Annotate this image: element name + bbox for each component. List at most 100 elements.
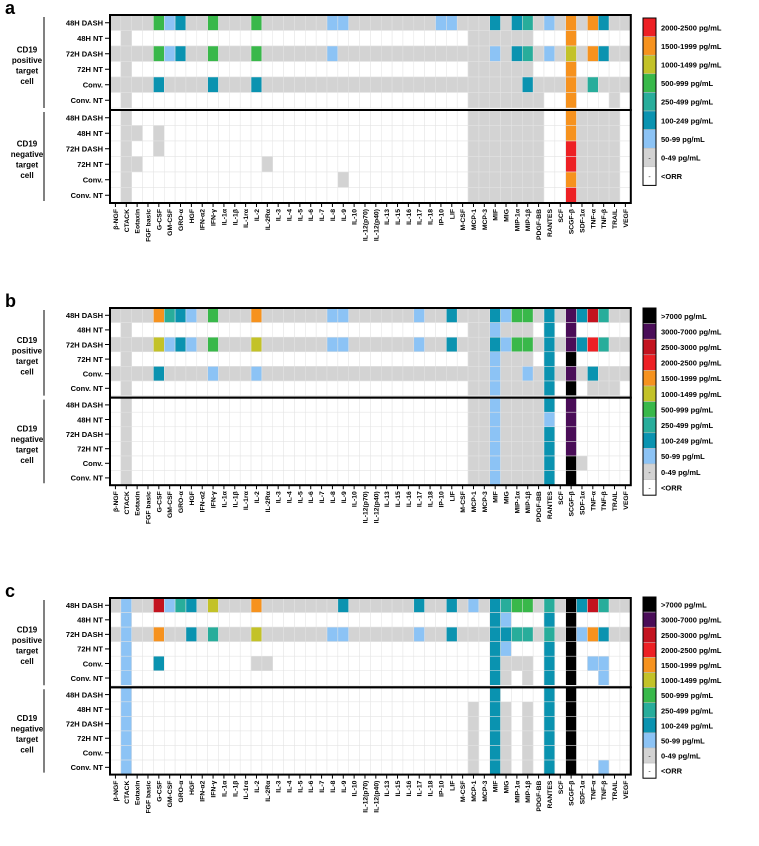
heatmap-cell xyxy=(164,730,176,746)
heatmap-cell xyxy=(120,701,132,717)
heatmap-cell xyxy=(554,187,566,204)
heatmap-cell xyxy=(153,125,165,142)
heatmap-cell xyxy=(164,187,176,204)
heatmap-cell xyxy=(391,641,404,657)
heatmap-cell xyxy=(359,597,371,613)
heatmap-cell xyxy=(153,716,165,732)
column-label: G-CSF xyxy=(156,491,163,512)
legend-swatch xyxy=(642,370,657,387)
heatmap-cell xyxy=(608,441,621,457)
heatmap-cell xyxy=(359,716,371,732)
heatmap-cell xyxy=(337,716,349,732)
heatmap-cell xyxy=(305,351,317,367)
heatmap-cell xyxy=(196,470,208,486)
heatmap-cell xyxy=(131,125,143,142)
heatmap-cell xyxy=(153,441,165,457)
heatmap-cell xyxy=(315,745,328,761)
heatmap-cell xyxy=(120,716,132,732)
heatmap-cell xyxy=(142,759,154,775)
heatmap-cell xyxy=(608,411,621,428)
heatmap-cell xyxy=(272,366,284,382)
heatmap-cell xyxy=(467,759,480,775)
heatmap-cell xyxy=(283,336,295,353)
heatmap-cell xyxy=(326,187,339,204)
heatmap-cell xyxy=(185,187,198,204)
heatmap-cell xyxy=(294,366,306,382)
heatmap-cell xyxy=(337,171,349,188)
heatmap-cell xyxy=(250,397,263,413)
heatmap-cell xyxy=(456,92,469,109)
heatmap-cell xyxy=(174,687,187,703)
heatmap-cell xyxy=(543,14,556,31)
heatmap-cell xyxy=(250,426,263,442)
legend-label: >7000 pg/mL xyxy=(661,312,707,321)
legend-swatch xyxy=(642,732,657,749)
heatmap-cell xyxy=(511,426,523,442)
heatmap-cell xyxy=(294,140,306,157)
heatmap-cell xyxy=(554,61,566,78)
heatmap-cell xyxy=(142,366,154,382)
heatmap-cell xyxy=(391,125,404,142)
heatmap-cell xyxy=(587,156,599,173)
group-label-positive: positive xyxy=(12,346,43,355)
heatmap-cell xyxy=(522,14,534,31)
heatmap-cell xyxy=(478,171,490,188)
row-label: 72H DASH xyxy=(66,430,103,439)
heatmap-cell xyxy=(467,30,480,47)
heatmap-cell xyxy=(294,655,306,672)
heatmap-cell xyxy=(153,336,165,353)
heatmap-cell xyxy=(435,322,447,338)
heatmap-cell xyxy=(326,455,339,471)
heatmap-cell xyxy=(261,61,273,78)
heatmap-cell xyxy=(153,411,165,428)
heatmap-cell xyxy=(565,61,577,78)
heatmap-cell xyxy=(543,730,556,746)
heatmap-cell xyxy=(511,61,523,78)
heatmap-cell xyxy=(489,125,501,142)
heatmap-cell xyxy=(532,759,545,775)
heatmap-cell xyxy=(315,336,328,353)
group-label-negative: negative xyxy=(11,435,44,444)
heatmap-cell xyxy=(587,322,599,338)
column-label: HGF xyxy=(189,491,196,505)
column-label: β-NGF xyxy=(113,781,120,802)
heatmap-cell xyxy=(435,140,447,157)
heatmap-cell xyxy=(456,626,469,642)
heatmap-cell xyxy=(174,655,187,672)
heatmap-cell xyxy=(153,307,165,323)
heatmap-cell xyxy=(305,670,317,686)
heatmap-cell xyxy=(467,45,480,62)
heatmap-cell xyxy=(196,336,208,353)
column-label: IL-15 xyxy=(395,209,402,225)
heatmap-cell xyxy=(500,45,512,62)
column-label: Eotaxin xyxy=(135,209,142,234)
heatmap-cell xyxy=(446,307,458,323)
heatmap-cell xyxy=(120,745,132,761)
heatmap-cell xyxy=(522,61,534,78)
heatmap-cell xyxy=(554,716,566,732)
heatmap-cell xyxy=(272,411,284,428)
heatmap-cell xyxy=(381,716,393,732)
heatmap-cell xyxy=(467,470,480,486)
heatmap-cell xyxy=(142,455,154,471)
column-label: MIG xyxy=(504,491,511,504)
heatmap-cell xyxy=(565,597,577,613)
heatmap-cell xyxy=(305,397,317,413)
heatmap-cell xyxy=(370,351,382,367)
heatmap-cell xyxy=(598,670,610,686)
heatmap-cell xyxy=(456,455,469,471)
heatmap-cell xyxy=(478,455,490,471)
heatmap-cell xyxy=(565,745,577,761)
heatmap-cell xyxy=(337,76,349,93)
heatmap-cell xyxy=(391,730,404,746)
heatmap-cell xyxy=(424,61,436,78)
row-label: 72H NT xyxy=(77,445,103,454)
heatmap-cell xyxy=(608,687,621,703)
heatmap-cell xyxy=(587,351,599,367)
heatmap-cell xyxy=(196,670,208,686)
heatmap-cell xyxy=(250,61,263,78)
heatmap-cell xyxy=(315,125,328,142)
heatmap-cell xyxy=(207,92,219,109)
heatmap-cell xyxy=(305,470,317,486)
heatmap-cell xyxy=(467,670,480,686)
